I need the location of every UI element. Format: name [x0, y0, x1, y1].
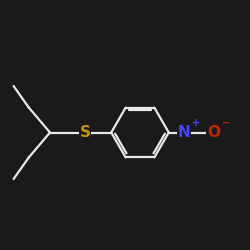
Text: O: O	[207, 125, 220, 140]
Text: N: N	[178, 125, 190, 140]
Text: +: +	[192, 118, 200, 128]
Text: −: −	[222, 118, 230, 128]
Text: S: S	[80, 125, 90, 140]
